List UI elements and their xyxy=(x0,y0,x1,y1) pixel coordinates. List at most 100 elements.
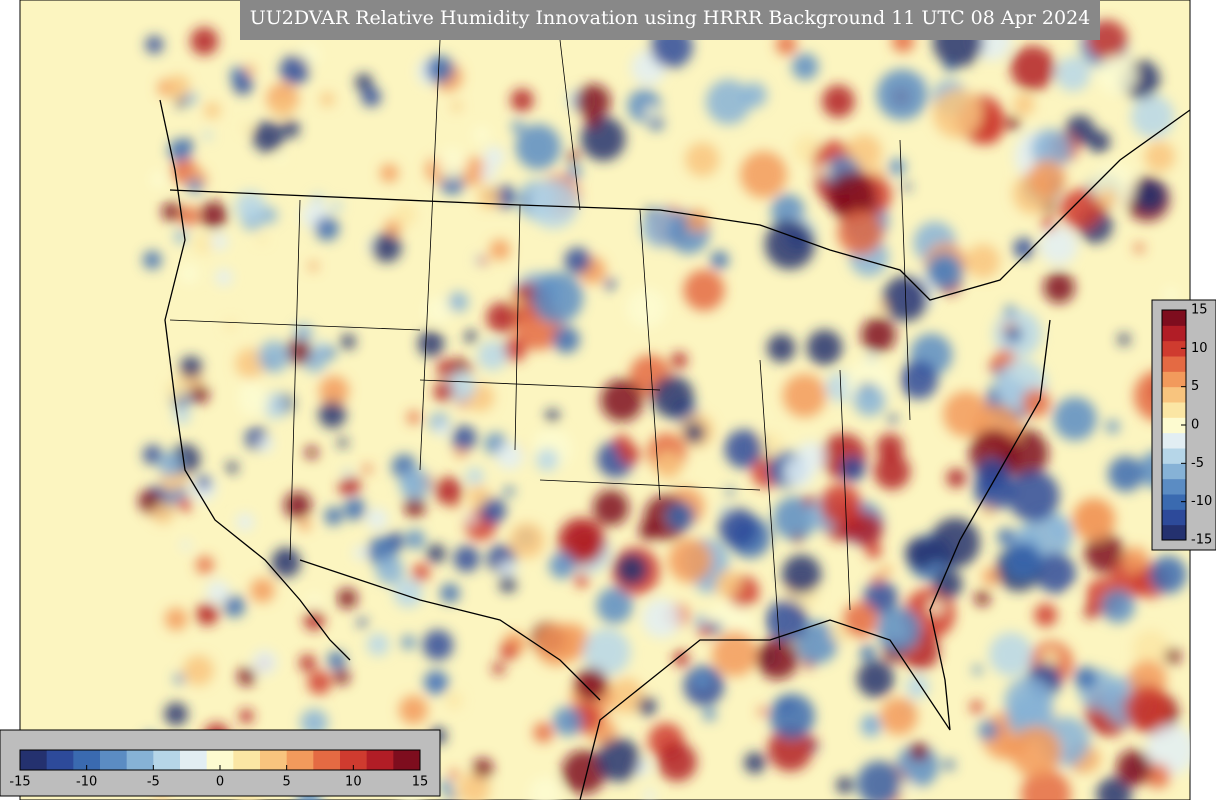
tick-label: -15 xyxy=(9,775,30,790)
field-blob xyxy=(767,726,813,772)
field-blob xyxy=(357,617,368,628)
field-blob xyxy=(361,86,382,107)
field-blob xyxy=(375,556,405,585)
field-blob xyxy=(758,706,768,717)
field-blob xyxy=(863,580,898,615)
field-blob xyxy=(424,296,453,324)
field-blob xyxy=(725,487,735,496)
field-blob xyxy=(881,565,892,576)
field-blob xyxy=(978,720,999,741)
field-blob xyxy=(666,501,695,530)
field-blob xyxy=(905,537,937,569)
field-blob xyxy=(865,542,882,559)
field-blob xyxy=(654,451,683,480)
field-blob xyxy=(145,35,164,54)
field-blob xyxy=(1060,188,1102,231)
field-blob xyxy=(1097,188,1118,209)
field-blob xyxy=(174,230,188,244)
title-box xyxy=(240,0,1100,40)
field-blob xyxy=(425,55,454,84)
field-blob xyxy=(684,422,705,444)
tick-label: 10 xyxy=(345,775,362,790)
field-blob xyxy=(1035,552,1076,594)
field-blob xyxy=(235,190,266,222)
field-blob xyxy=(271,548,301,578)
field-blob xyxy=(943,759,955,771)
field-blob xyxy=(767,333,796,363)
field-blob xyxy=(803,494,816,507)
field-blob xyxy=(1096,776,1132,800)
colorbar-swatch xyxy=(313,750,341,770)
field-blob xyxy=(157,452,183,477)
field-blob xyxy=(1041,649,1059,667)
field-blob xyxy=(685,142,720,177)
field-blob xyxy=(486,302,517,333)
field-blob xyxy=(946,468,966,488)
field-blob xyxy=(411,563,430,582)
field-blob xyxy=(401,635,416,650)
field-blob xyxy=(445,692,463,710)
colorbar-swatch xyxy=(1162,463,1186,480)
field-blob xyxy=(549,552,576,579)
field-blob xyxy=(166,74,190,99)
colorbar-swatch xyxy=(100,750,128,770)
field-blob xyxy=(872,573,883,585)
boundaries xyxy=(159,39,1190,800)
field-blob xyxy=(353,546,368,560)
field-blob xyxy=(472,125,491,144)
field-blob xyxy=(343,468,352,477)
field-blob xyxy=(933,569,963,599)
field-blob xyxy=(810,743,819,752)
field-blob xyxy=(333,668,350,685)
field-blob xyxy=(1146,724,1190,775)
tick-label: 0 xyxy=(216,775,224,790)
field-blob xyxy=(1027,159,1066,198)
field-blob xyxy=(1053,396,1097,441)
field-blob xyxy=(905,674,930,699)
field-blob xyxy=(366,633,390,656)
field-blob xyxy=(308,261,319,271)
field-blob xyxy=(466,514,477,525)
field-blob xyxy=(492,662,505,675)
field-blob xyxy=(608,677,645,714)
field-blob xyxy=(257,436,274,452)
field-blob xyxy=(178,205,200,227)
field-blob xyxy=(1020,769,1071,800)
field-blob xyxy=(996,727,1006,737)
field-blob xyxy=(242,123,252,133)
field-blob xyxy=(899,781,916,798)
field-blob xyxy=(583,628,631,676)
field-blob xyxy=(795,621,839,664)
field-blob xyxy=(515,124,561,170)
field-blob xyxy=(782,373,827,418)
field-blob xyxy=(997,528,1015,546)
field-blob xyxy=(575,84,611,120)
field-blob xyxy=(902,182,912,192)
field-blob xyxy=(1101,589,1135,624)
field-blob xyxy=(765,599,808,642)
field-blob xyxy=(673,650,690,667)
field-blob xyxy=(604,278,616,290)
field-blob xyxy=(195,556,214,574)
field-blob xyxy=(529,777,562,800)
field-blob xyxy=(586,115,600,129)
field-blob xyxy=(645,106,659,120)
field-blob xyxy=(502,337,527,362)
field-blob xyxy=(876,69,928,121)
field-blob xyxy=(974,590,991,607)
tick-label: 5 xyxy=(1191,379,1199,394)
field-blob xyxy=(764,219,815,270)
field-blob xyxy=(168,138,192,162)
field-blob xyxy=(740,151,788,198)
field-blob xyxy=(440,583,460,603)
field-blob xyxy=(449,769,460,780)
field-blob xyxy=(614,434,631,451)
field-blob xyxy=(480,497,507,524)
tick-label: -15 xyxy=(1191,533,1212,548)
field-blob xyxy=(888,158,906,176)
field-blob xyxy=(434,476,463,505)
colorbar-swatch xyxy=(1162,386,1186,403)
field-blob xyxy=(298,518,311,531)
field-blob xyxy=(150,170,167,188)
